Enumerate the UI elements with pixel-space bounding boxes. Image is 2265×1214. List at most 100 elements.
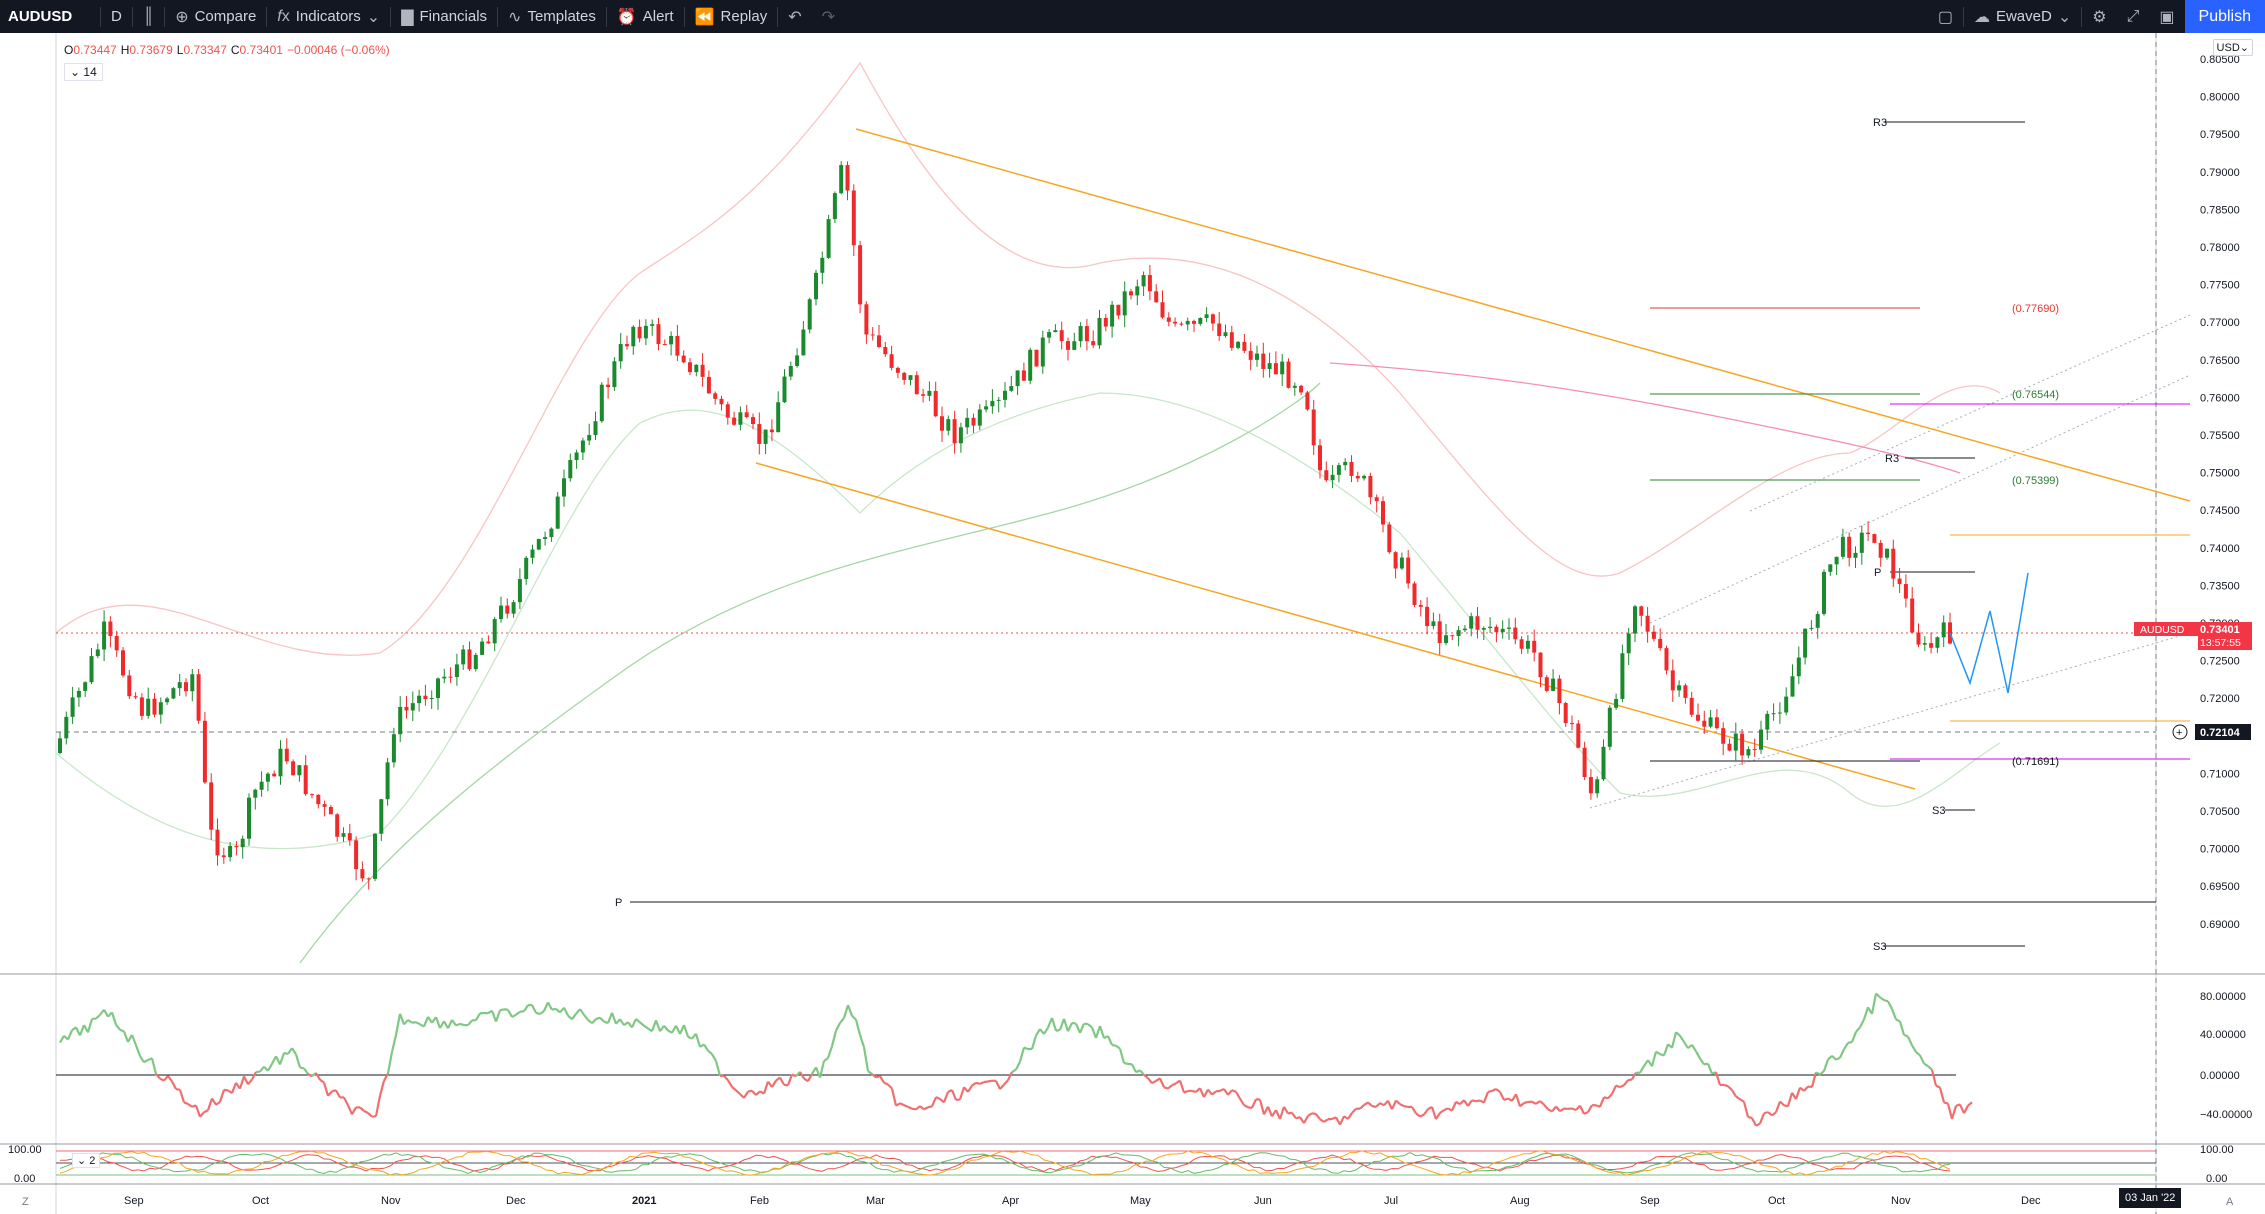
publish-button[interactable]: Publish bbox=[2184, 0, 2265, 33]
candle-body bbox=[1708, 717, 1713, 727]
indicator-legend-toggle[interactable]: ⌄ 14 bbox=[64, 63, 103, 81]
oscillator-segment bbox=[523, 1004, 529, 1012]
oscillator-segment bbox=[251, 1071, 257, 1081]
redo-button[interactable]: ↷ bbox=[812, 0, 845, 33]
oscillator-segment bbox=[1375, 1102, 1381, 1108]
candle-body bbox=[1903, 584, 1908, 599]
candle-body bbox=[95, 649, 100, 657]
candle-body bbox=[845, 165, 850, 191]
candle-body bbox=[240, 838, 245, 848]
chart-canvas[interactable]: R3 P S3 R3 P S3 (0.77690) (0.76544) (0.7… bbox=[0, 33, 2265, 1214]
oscillator-segment bbox=[942, 1091, 950, 1103]
candle-body bbox=[1658, 638, 1663, 649]
dotted-channel-lower[interactable] bbox=[1589, 632, 2191, 809]
oscillator-segment bbox=[443, 1020, 449, 1029]
compare-button[interactable]: ⊕ Compare bbox=[165, 0, 266, 33]
oscillator-segment bbox=[1763, 1111, 1769, 1115]
oscillator-segment bbox=[1767, 1111, 1773, 1117]
candle-body bbox=[391, 734, 396, 763]
oscillator-segment bbox=[78, 1024, 86, 1036]
oscillator-segment bbox=[851, 1015, 857, 1021]
oscillator-segment bbox=[1043, 1027, 1049, 1035]
chevron-down-icon: ⌄ bbox=[70, 65, 81, 79]
alert-button[interactable]: ⏰ Alert bbox=[607, 0, 684, 33]
add-alert-plus-icon[interactable] bbox=[2172, 724, 2188, 740]
replay-button[interactable]: ⏪ Replay bbox=[685, 0, 778, 33]
oscillator-segment bbox=[1094, 1025, 1102, 1039]
candle-body bbox=[1570, 723, 1574, 725]
dotted-channel-top[interactable] bbox=[1749, 314, 2191, 512]
candle-body bbox=[795, 355, 800, 366]
oscillator-segment bbox=[1695, 1050, 1701, 1059]
layout-button[interactable]: ▢ bbox=[1928, 0, 1963, 33]
candle-body bbox=[1840, 536, 1845, 557]
templates-button[interactable]: ∿ Templates bbox=[498, 0, 606, 33]
candle-body bbox=[1084, 326, 1089, 342]
osc1-axis[interactable]: 80.00000 40.00000 0.00000 −40.00000 bbox=[2200, 991, 2252, 1121]
candle-body bbox=[221, 855, 226, 858]
oscillator-2-lines bbox=[59, 1150, 1951, 1176]
wave-projection-path[interactable] bbox=[1949, 572, 2029, 694]
fullscreen-button[interactable]: ⤢ bbox=[2117, 0, 2150, 33]
oscillator-segment bbox=[606, 1012, 614, 1024]
chart-container[interactable]: R3 P S3 R3 P S3 (0.77690) (0.76544) (0.7… bbox=[0, 33, 2265, 1214]
oscillator-segment bbox=[359, 1106, 365, 1112]
oscillator-segment bbox=[1955, 1103, 1961, 1107]
candle-body bbox=[725, 404, 730, 418]
oscillator-segment bbox=[1903, 1033, 1909, 1038]
financials-button[interactable]: ▇ Financials bbox=[391, 0, 497, 33]
time-axis-label: Jul bbox=[1384, 1195, 1398, 1207]
oscillator-segment bbox=[374, 1095, 382, 1117]
candle-body bbox=[1790, 676, 1795, 697]
time-axis[interactable]: Sep Oct Nov Dec 2021 Feb Mar Apr May Jun Jul Aug Sep… bbox=[124, 1195, 2041, 1207]
auto-scale-button[interactable]: A bbox=[2226, 1196, 2234, 1208]
price-axis[interactable]: 0.80500 0.80000 0.79500 0.79000 0.78500 0.780… bbox=[2200, 54, 2240, 931]
oscillator-segment bbox=[1862, 1006, 1870, 1020]
interval-button[interactable]: D bbox=[111, 8, 122, 25]
candle-body bbox=[259, 781, 264, 790]
candle-body bbox=[190, 674, 195, 692]
oscillator-segment bbox=[1311, 1112, 1317, 1116]
candle-body bbox=[1916, 632, 1921, 645]
candle-body bbox=[751, 417, 755, 425]
candle-body bbox=[1765, 713, 1770, 730]
snapshot-button[interactable]: ▣ bbox=[2149, 0, 2184, 33]
currency-select[interactable]: USD⌄ bbox=[2212, 39, 2253, 56]
chart-type-button[interactable]: ║ bbox=[133, 0, 164, 33]
zoom-corner-button[interactable]: Z bbox=[22, 1196, 29, 1208]
indicators-button[interactable]: fx Indicators ⌄ bbox=[267, 0, 390, 33]
dotted-channel-upper[interactable] bbox=[1649, 374, 2191, 624]
candle-body bbox=[530, 549, 535, 558]
oscillator-segment bbox=[923, 1106, 929, 1111]
chevron-down-icon[interactable]: ⌄ bbox=[366, 8, 381, 26]
candle-body bbox=[1645, 615, 1650, 632]
osc2-legend-toggle[interactable]: ⌄ 2 bbox=[72, 1153, 101, 1168]
oscillator-segment bbox=[1143, 1073, 1149, 1080]
oscillator-segment bbox=[351, 1106, 357, 1115]
oscillator-segment bbox=[1239, 1098, 1245, 1106]
user-layout-button[interactable]: ☁ EwaveD ⌄ bbox=[1964, 0, 2081, 33]
candle-body bbox=[1878, 542, 1883, 558]
c-label: C bbox=[230, 43, 240, 57]
oscillator-segment bbox=[143, 1059, 149, 1064]
oscillator-segment bbox=[1359, 1104, 1365, 1110]
price-axis-label: 0.76500 bbox=[2200, 355, 2240, 367]
channel-upper-line[interactable] bbox=[855, 128, 2191, 502]
candle-body bbox=[146, 698, 151, 716]
pivot-r3-small-label: R3 bbox=[1885, 453, 1899, 465]
oscillator-segment bbox=[1839, 1048, 1845, 1059]
replay-label: Replay bbox=[720, 8, 768, 25]
candle-body bbox=[1431, 621, 1436, 627]
oscillator-segment bbox=[699, 1043, 705, 1048]
candle-body bbox=[820, 257, 825, 273]
candle-body bbox=[1532, 640, 1537, 653]
templates-icon: ∿ bbox=[508, 8, 522, 26]
oscillator-segment bbox=[1930, 1069, 1938, 1087]
o-label: O bbox=[64, 43, 74, 57]
oscillator-segment bbox=[1219, 1087, 1225, 1092]
candle-body bbox=[1236, 341, 1241, 348]
price-tag: 0.73401 bbox=[2200, 624, 2240, 636]
settings-button[interactable]: ⚙ bbox=[2082, 0, 2116, 33]
undo-button[interactable]: ↶ bbox=[778, 0, 811, 33]
symbol-search[interactable]: AUDUSD bbox=[8, 8, 73, 25]
